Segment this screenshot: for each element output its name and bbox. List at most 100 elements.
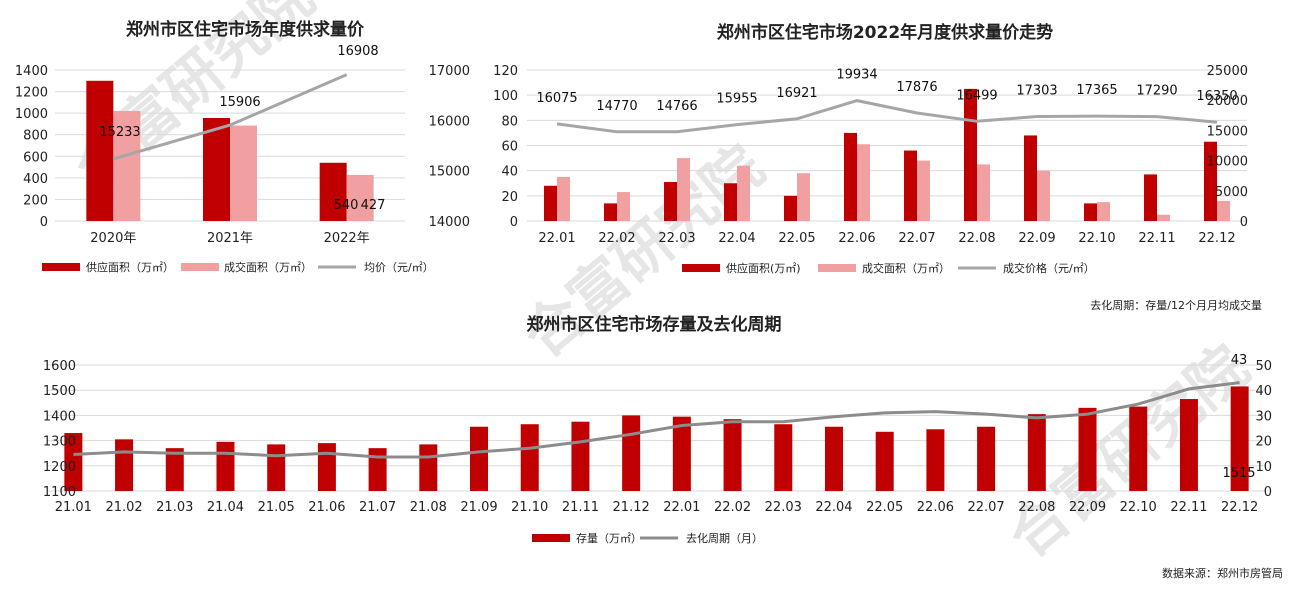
supply-bar <box>1179 399 1198 491</box>
annual-chart: 郑州市区住宅市场年度供求量价 15233 15906 16908 540 427 0 200… <box>15 19 470 274</box>
supply-bar <box>544 185 557 221</box>
y-right-tick-label: 40 <box>1255 384 1272 399</box>
y-right-tick-label: 0 <box>1264 485 1272 500</box>
x-category-label: 22.07 <box>898 231 935 246</box>
supply-bar <box>1078 407 1097 491</box>
x-category-label: 22.08 <box>1018 500 1055 515</box>
inventory-chart: 郑州市区住宅市场存量及去化周期 43 1515 1100 1200 1300 1400 15… <box>43 314 1272 545</box>
y-left-tick-label: 400 <box>23 172 48 187</box>
x-category-label: 22.05 <box>778 231 815 246</box>
y-right-tick-label: 30 <box>1255 409 1272 424</box>
y-right-tick-label: 16000 <box>429 114 470 129</box>
y-right-tick-label: 15000 <box>1207 124 1248 139</box>
y-right-tick-label: 17000 <box>429 64 470 79</box>
y-right-tick-label: 20 <box>1255 435 1272 450</box>
monthly-chart-legend: 供应面积(万㎡) 成交面积（万㎡） 成交价格（元/㎡） <box>682 261 1095 275</box>
deal-bar <box>797 173 810 221</box>
x-category-label: 22.02 <box>714 500 751 515</box>
legend-swatch-deal <box>818 264 856 272</box>
data-label: 17876 <box>896 80 937 95</box>
data-source: 数据来源：郑州市房管局 <box>1162 566 1283 580</box>
x-category-label: 2020年 <box>90 231 136 246</box>
x-category-label: 22.05 <box>866 500 903 515</box>
supply-bar <box>844 132 857 221</box>
supply-bar <box>203 117 230 221</box>
supply-bar <box>115 439 134 491</box>
supply-bar <box>977 426 996 491</box>
deal-bar <box>346 174 374 221</box>
y-left-tick-label: 1200 <box>15 86 48 101</box>
supply-bar <box>86 80 114 222</box>
x-category-label: 22.10 <box>1120 500 1157 515</box>
deal-bar <box>737 165 750 221</box>
y-left-tick-label: 800 <box>23 129 48 144</box>
x-category-label: 22.06 <box>838 231 875 246</box>
line-series <box>556 99 1218 134</box>
data-label: 15955 <box>716 92 757 107</box>
supply-bar <box>1144 174 1157 221</box>
y-left-tick-label: 1000 <box>15 107 48 122</box>
data-label: 16075 <box>536 91 577 106</box>
deal-bar <box>113 110 141 221</box>
x-category-label: 21.05 <box>258 500 295 515</box>
y-right-tick-label: 0 <box>1240 215 1248 230</box>
deal-bar <box>977 164 990 221</box>
legend-swatch-supply <box>42 263 80 271</box>
deal-bar <box>617 192 630 221</box>
x-category-label: 21.07 <box>359 500 396 515</box>
supply-bar <box>875 431 894 491</box>
supply-bar <box>723 419 742 491</box>
x-category-label: 22.12 <box>1198 231 1235 246</box>
deal-bar <box>230 125 257 221</box>
data-label: 16908 <box>337 44 378 59</box>
x-category-label: 22.08 <box>958 231 995 246</box>
annual-chart-legend: 供应面积（万㎡） 成交面积（万㎡） 均价（元/㎡） <box>42 260 434 274</box>
x-category-label: 22.07 <box>967 500 1004 515</box>
monthly-chart-title: 郑州市区住宅市场2022年月度供求量价走势 <box>717 22 1053 43</box>
annual-chart-title: 郑州市区住宅市场年度供求量价 <box>126 19 365 40</box>
x-category-label: 22.09 <box>1018 231 1055 246</box>
supply-bar <box>1084 203 1097 221</box>
x-category-label: 22.11 <box>1138 231 1175 246</box>
x-category-label: 22.01 <box>663 500 700 515</box>
data-label: 17290 <box>1136 84 1177 99</box>
deal-bar <box>677 158 690 221</box>
y-left-tick-label: 1400 <box>15 64 48 79</box>
y-left-tick-label: 0 <box>40 215 48 230</box>
data-label: 16350 <box>1196 89 1237 104</box>
deal-bar <box>1217 200 1230 221</box>
legend-label-inventory: 存量（万㎡） <box>576 531 642 545</box>
supply-bar <box>622 415 641 491</box>
supply-bar <box>904 150 917 221</box>
supply-bar <box>1204 141 1217 221</box>
y-left-tick-label: 1100 <box>43 485 76 500</box>
y-left-tick-label: 0 <box>510 215 518 230</box>
data-label: 1515 <box>1222 466 1255 481</box>
deal-bar <box>1157 214 1170 221</box>
x-category-label: 2021年 <box>207 231 253 246</box>
y-right-tick-label: 10000 <box>1207 155 1248 170</box>
x-category-label: 21.02 <box>105 500 142 515</box>
deal-bar <box>1097 202 1110 221</box>
inventory-chart-title: 郑州市区住宅市场存量及去化周期 <box>527 314 782 335</box>
y-right-tick-label: 50 <box>1255 359 1272 374</box>
x-category-label: 21.11 <box>562 500 599 515</box>
data-label: 540 <box>334 198 359 213</box>
legend-label-cycle: 去化周期（月） <box>686 531 763 545</box>
data-label: 14770 <box>596 99 637 114</box>
legend-label-supply: 供应面积(万㎡) <box>726 261 801 275</box>
legend-label-supply: 供应面积（万㎡） <box>86 260 174 274</box>
legend-label-deal: 成交面积（万㎡） <box>862 261 950 275</box>
legend-label-price: 成交价格（元/㎡） <box>1003 261 1095 275</box>
x-category-label: 21.01 <box>55 500 92 515</box>
legend-label-deal: 成交面积（万㎡） <box>224 260 312 274</box>
supply-bar <box>1129 406 1148 491</box>
y-left-tick-label: 40 <box>501 165 518 180</box>
x-category-label: 21.04 <box>207 500 244 515</box>
x-category-label: 21.09 <box>460 500 497 515</box>
line-series <box>73 381 1240 459</box>
x-category-label: 21.10 <box>511 500 548 515</box>
x-category-label: 21.06 <box>308 500 345 515</box>
x-category-label: 22.01 <box>538 231 575 246</box>
data-label: 15233 <box>99 125 140 140</box>
